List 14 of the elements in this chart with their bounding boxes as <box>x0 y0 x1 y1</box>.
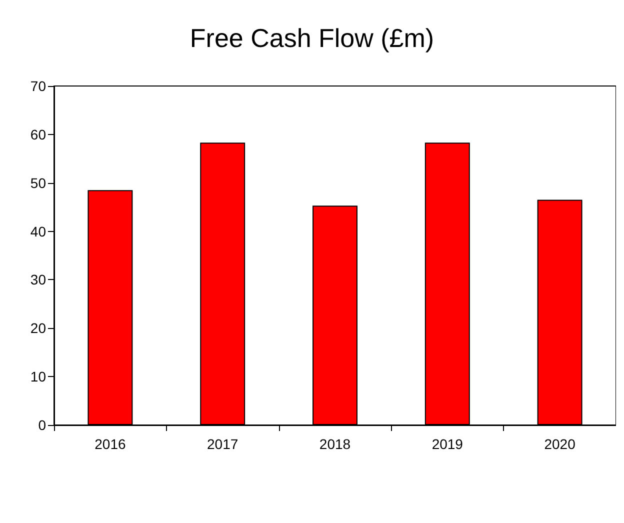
y-tick-label: 20 <box>30 320 46 336</box>
x-tick-label: 2017 <box>207 436 238 452</box>
y-tick-label: 50 <box>30 174 46 191</box>
y-tick-label: 10 <box>30 368 46 385</box>
y-tick-label: 30 <box>30 272 46 288</box>
y-tick-label: 40 <box>30 223 46 240</box>
chart-title: Free Cash Flow (£m) <box>190 23 434 53</box>
y-tick-label: 0 <box>38 417 46 433</box>
x-tick-label: 2019 <box>432 436 464 452</box>
y-tick-label: 70 <box>30 78 46 94</box>
x-tick-label: 2016 <box>94 436 126 452</box>
x-tick-label: 2018 <box>319 436 351 452</box>
y-tick-label: 60 <box>30 126 46 142</box>
x-tick-label: 2020 <box>544 436 576 452</box>
